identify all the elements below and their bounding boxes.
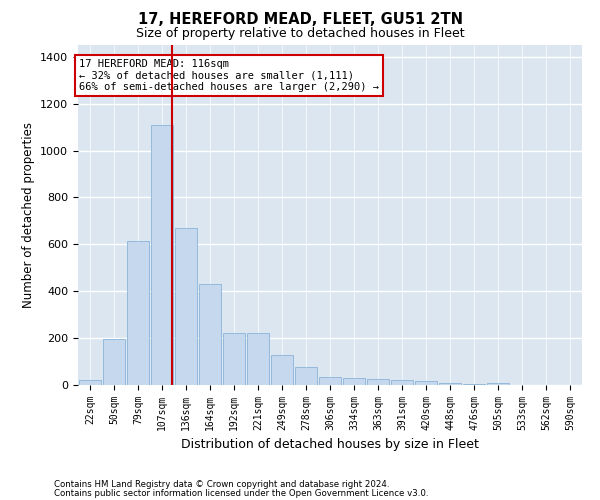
- Bar: [415, 382, 437, 385]
- Y-axis label: Number of detached properties: Number of detached properties: [22, 122, 35, 308]
- Bar: [103, 340, 125, 385]
- Text: Contains HM Land Registry data © Crown copyright and database right 2024.: Contains HM Land Registry data © Crown c…: [54, 480, 389, 489]
- Text: Contains public sector information licensed under the Open Government Licence v3: Contains public sector information licen…: [54, 489, 428, 498]
- Bar: [295, 368, 317, 385]
- Bar: [463, 384, 485, 385]
- Bar: [127, 241, 149, 385]
- Bar: [271, 354, 293, 385]
- Bar: [247, 334, 269, 385]
- Bar: [391, 380, 413, 385]
- Text: 17, HEREFORD MEAD, FLEET, GU51 2TN: 17, HEREFORD MEAD, FLEET, GU51 2TN: [137, 12, 463, 26]
- Bar: [223, 334, 245, 385]
- Text: 17 HEREFORD MEAD: 116sqm
← 32% of detached houses are smaller (1,111)
66% of sem: 17 HEREFORD MEAD: 116sqm ← 32% of detach…: [79, 59, 379, 92]
- Bar: [487, 383, 509, 385]
- Bar: [343, 378, 365, 385]
- Bar: [439, 382, 461, 385]
- Text: Size of property relative to detached houses in Fleet: Size of property relative to detached ho…: [136, 28, 464, 40]
- Bar: [151, 124, 173, 385]
- Bar: [175, 228, 197, 385]
- Bar: [199, 284, 221, 385]
- X-axis label: Distribution of detached houses by size in Fleet: Distribution of detached houses by size …: [181, 438, 479, 452]
- Bar: [319, 377, 341, 385]
- Bar: [367, 379, 389, 385]
- Bar: [79, 380, 101, 385]
